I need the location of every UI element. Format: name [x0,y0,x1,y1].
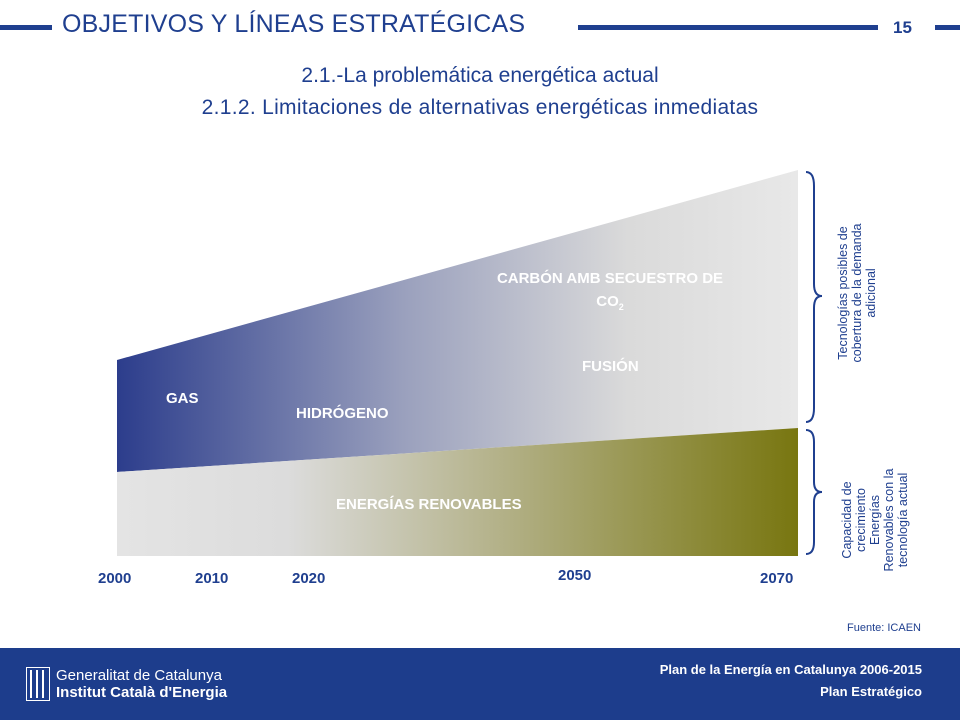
co2-subscript: 2 [618,302,624,312]
org-name-generalitat: Generalitat de Catalunya [56,667,222,684]
year-2050: 2050 [558,567,592,584]
upper-brace-line1: Tecnologías posibles de [836,226,850,360]
logo-stripe [36,670,38,698]
gas-label: GAS [166,390,199,407]
lower-brace-line5: tecnología actual [896,472,910,568]
carbon-label-line2: CO2 [460,293,760,312]
page-header-title: OBJETIVOS Y LÍNEAS ESTRATÉGICAS [62,10,526,38]
plan-title: Plan de la Energía en Catalunya 2006-201… [659,662,922,677]
upper-brace [805,171,823,423]
year-2070: 2070 [760,570,794,587]
upper-brace-line3: adicional [864,268,878,318]
year-2010: 2010 [195,570,229,587]
co-text: CO [596,293,619,310]
carbon-sequestration-label: CARBÓN AMB SECUESTRO DE CO2 [460,270,760,312]
page-number: 15 [893,18,912,37]
generalitat-logo-icon [26,667,50,701]
org-name-institut: Institut Català d'Energia [56,684,228,701]
section-subtitle: 2.1.-La problemática energética actual [301,64,659,87]
year-2000: 2000 [98,570,132,587]
hydrogen-label: HIDRÓGENO [296,405,389,422]
additional-demand-wedge [117,170,798,472]
logo-stripe [42,670,44,698]
year-2020: 2020 [292,570,326,587]
lower-brace-text: Capacidad de crecimiento Energías Renova… [840,457,914,583]
lower-brace-line4: Renovables con la [882,468,896,572]
lower-brace-line3: Energías [868,494,882,546]
plan-subtitle: Plan Estratégico [820,684,922,699]
renewables-label: ENERGÍAS RENOVABLES [336,496,522,513]
lower-brace-line2: crecimiento [854,488,868,552]
upper-brace-text: Tecnologías posibles de cobertura de la … [836,213,882,373]
renewables-band [117,428,798,556]
lower-brace-line1: Capacidad de [840,481,854,559]
carbon-label-line1: CARBÓN AMB SECUESTRO DE [496,270,724,287]
lower-brace [805,429,823,555]
header-rule-right [578,25,878,30]
footer-bar [0,648,960,720]
upper-brace-line2: cobertura de la demanda [850,223,864,363]
header-rule-far-right [935,25,960,30]
fusion-label: FUSIÓN [582,358,639,375]
logo-stripe [30,670,32,698]
subsection-subtitle: 2.1.2. Limitaciones de alternativas ener… [201,96,759,119]
source-note: Fuente: ICAEN [847,622,921,634]
header-rule-left [0,25,52,30]
